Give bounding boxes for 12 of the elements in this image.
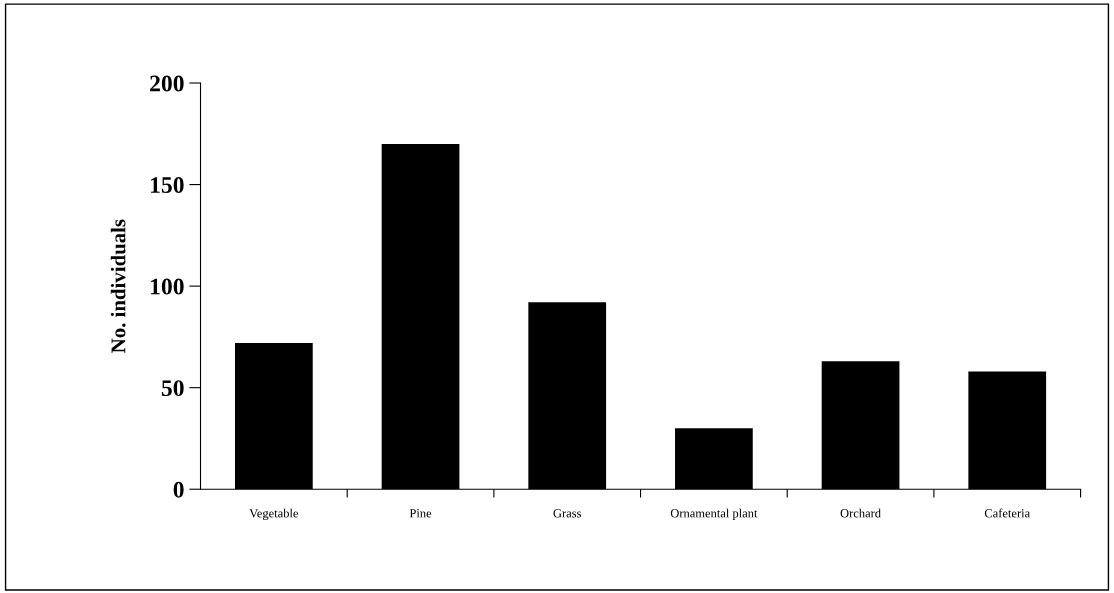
y-tick-label: 150 bbox=[151, 177, 184, 193]
x-tick-label: Orchard bbox=[840, 508, 881, 518]
y-tick-label: 200 bbox=[150, 75, 184, 92]
y-axis-title: No. individuals bbox=[110, 219, 126, 353]
x-tick-label: Cafeteria bbox=[984, 508, 1030, 518]
y-tick-label: 50 bbox=[161, 380, 184, 397]
y-tick-label: 0 bbox=[173, 481, 184, 498]
x-tick-label: Grass bbox=[553, 509, 581, 518]
x-tick-label: Pine bbox=[409, 509, 432, 518]
x-tick-label: Vegetable bbox=[249, 508, 299, 521]
y-tick-label: 100 bbox=[151, 278, 184, 295]
x-tick-label: Ornamental plant bbox=[670, 508, 758, 521]
